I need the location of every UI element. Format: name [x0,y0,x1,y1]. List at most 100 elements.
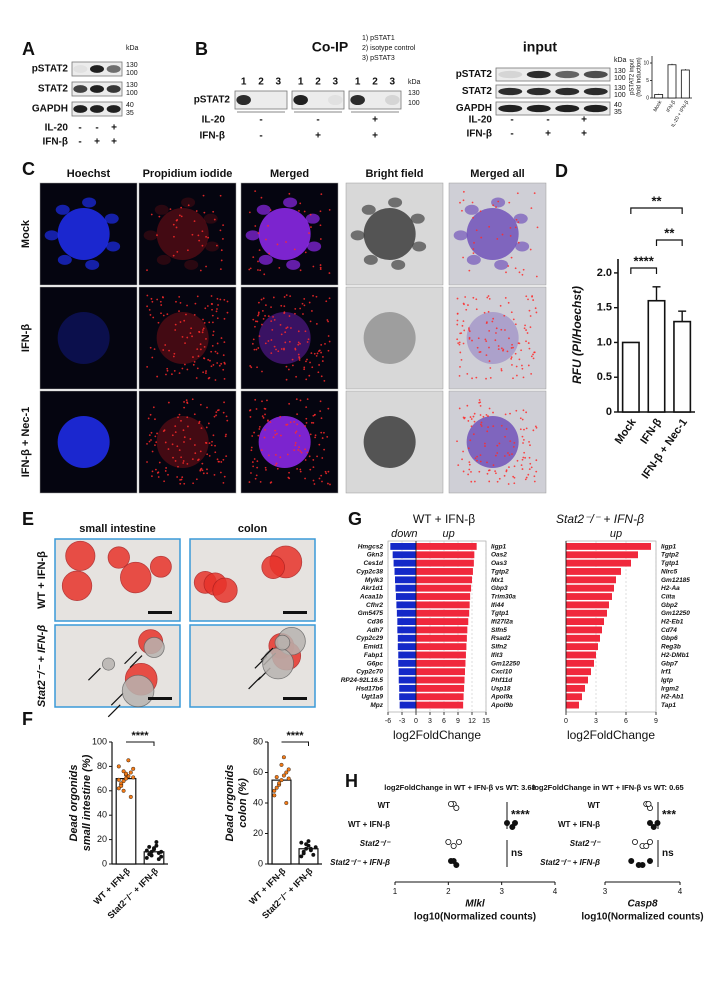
pi-dot [212,210,215,213]
pi-dot [206,468,208,471]
pi-dot [296,423,299,426]
pi-dot [467,447,470,450]
label: ns [662,848,674,859]
data-point [453,862,460,869]
pi-dot [261,323,263,326]
pi-dot [197,355,200,358]
pi-dot [299,399,302,402]
pi-dot [479,404,482,407]
pi-dot [512,346,514,349]
pi-dot [468,336,471,339]
data-point [121,788,126,793]
label: + [372,115,378,126]
pi-dot [512,318,515,321]
pi-dot [252,256,255,259]
pi-dot [186,336,189,339]
pi-dot [272,296,275,299]
pi-dot [150,297,153,300]
pi-dot [266,399,268,402]
pi-dot [320,193,323,196]
label: 10 [643,60,649,66]
organoid [258,208,311,260]
pi-dot [214,350,217,353]
label: small intestine (%) [81,754,93,851]
data-point [147,844,152,849]
pi-dot [308,455,311,458]
pi-dot [488,480,491,483]
pi-dot [283,347,285,350]
pi-dot [316,455,318,458]
pi-dot [146,365,149,368]
pi-dot [173,235,175,238]
pi-dot [498,442,501,445]
pi-dot [219,471,222,474]
bar [566,643,598,651]
pi-dot [158,461,161,464]
pi-dot [265,468,267,471]
pi-dot [250,446,253,449]
pi-dot [495,472,497,475]
pi-dot [312,421,315,424]
data-point [131,775,136,780]
pi-dot [151,475,153,478]
pi-dot [457,342,460,345]
pi-dot [204,372,207,374]
pi-dot [505,428,508,430]
pi-dot [248,268,251,271]
pi-dot [521,367,524,370]
pi-dot [532,299,535,301]
pi-dot [199,343,202,346]
label: 15 [482,718,490,725]
pi-dot [199,403,202,406]
bar [416,651,466,659]
pi-dot [497,348,500,350]
data-point [149,853,154,858]
arrow [107,704,121,718]
pi-dot [502,348,505,351]
data-point [128,794,133,799]
label: 130 [408,90,420,97]
pi-dot [180,206,183,209]
pi-dot [312,466,315,469]
pi-dot [272,315,274,318]
pi-dot [488,360,491,362]
label: G6pc [367,660,384,667]
pi-dot [305,378,308,381]
pi-dot [303,298,306,300]
label: pSTAT2 [32,64,69,75]
pi-dot [466,373,469,375]
pi-dot [520,464,523,467]
pi-dot [179,301,182,304]
pi-dot [151,470,154,473]
organoid [156,208,209,260]
pi-dot [254,190,257,193]
bar [566,701,579,709]
data-point [445,839,452,846]
band [236,94,251,106]
pi-dot [513,465,516,468]
bar [566,626,602,634]
data-point [274,785,279,790]
pi-dot [504,329,506,331]
organoid [258,416,311,468]
label: + [111,137,117,148]
pi-dot [150,439,152,441]
pi-dot [301,302,304,305]
label: down [391,528,417,540]
pi-dot [322,356,324,358]
data-point [450,843,457,850]
pi-dot [463,329,466,332]
pi-dot [470,480,473,483]
pi-dot [176,250,179,253]
pi-dot [165,467,167,469]
pi-dot [264,466,267,469]
pi-dot [178,214,181,217]
pi-dot [527,342,530,344]
pi-dot [177,416,179,419]
bar [566,593,612,600]
label: Stat2⁻/⁻ + IFN-β [330,858,390,867]
pi-dot [302,313,304,315]
pi-dot [456,338,459,341]
pi-dot [517,241,520,244]
pi-dot [312,294,314,297]
